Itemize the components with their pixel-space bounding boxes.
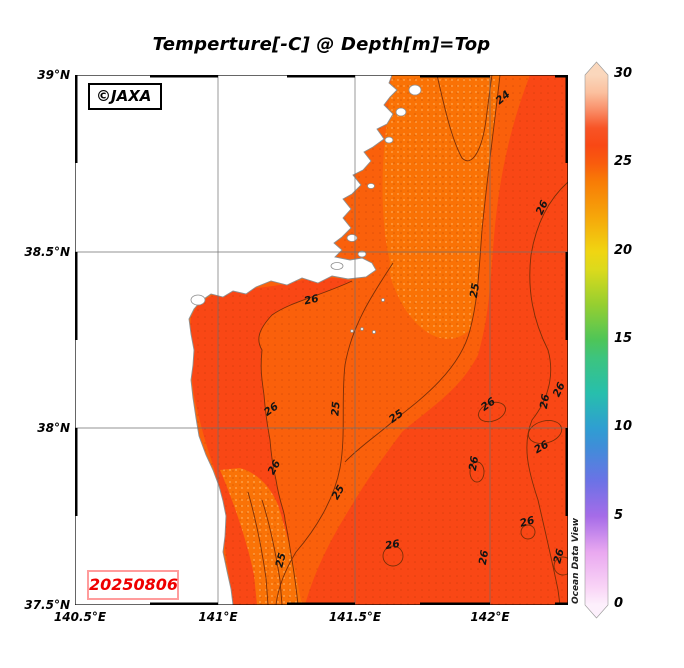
contour-label: 26 — [551, 548, 566, 565]
contour-label: 25 — [329, 401, 342, 417]
colorbar-tick-label: 5 — [614, 507, 624, 523]
x-axis-tick: 140.5°E — [53, 610, 107, 624]
contour-label: 25 — [468, 282, 482, 298]
contour-label: 26 — [384, 538, 400, 552]
gridlines — [75, 75, 568, 605]
colorbar-tick-label: 20 — [614, 242, 633, 258]
colorbar-gradient — [584, 61, 609, 619]
date-stamp: 20250806 — [87, 570, 179, 600]
colorbar-tick-label: 15 — [614, 331, 633, 346]
odv-credit: Ocean Data View — [571, 517, 581, 605]
contour-label: 25 — [273, 552, 288, 569]
colorbar-tick-label: 0 — [614, 596, 624, 611]
contour-label: 26 — [534, 199, 551, 217]
jaxa-watermark: ©JAXA — [88, 83, 163, 110]
x-axis-tick: 142°E — [470, 610, 510, 624]
chart-title: Temperture[-C] @ Depth[m]=Top — [152, 34, 491, 55]
colorbar-tick-label: 25 — [614, 154, 633, 170]
y-axis-tick: 38.5°N — [24, 245, 70, 259]
stipple-strip — [220, 468, 302, 605]
contour-label: 26 — [551, 381, 568, 399]
x-axis-tick: 141.5°E — [328, 610, 382, 624]
contour-label: 26 — [467, 455, 481, 471]
islands — [190, 84, 422, 334]
y-axis-tick: 39°N — [37, 68, 70, 82]
land — [75, 75, 398, 605]
contour-label: 26 — [538, 393, 552, 409]
stipple-cool — [382, 75, 500, 339]
colorbar-tick-label: 10 — [614, 419, 633, 435]
contour-label: 26 — [477, 549, 491, 565]
colorbar-tick-label: 30 — [614, 66, 633, 81]
x-axis-tick: 141°E — [198, 610, 238, 624]
y-axis-tick: 38°N — [37, 421, 70, 435]
contour-label: 26 — [519, 514, 536, 529]
contour-label: 26 — [303, 293, 320, 308]
colorbar — [584, 61, 609, 619]
y-axis-tick: 37.5°N — [24, 598, 70, 612]
